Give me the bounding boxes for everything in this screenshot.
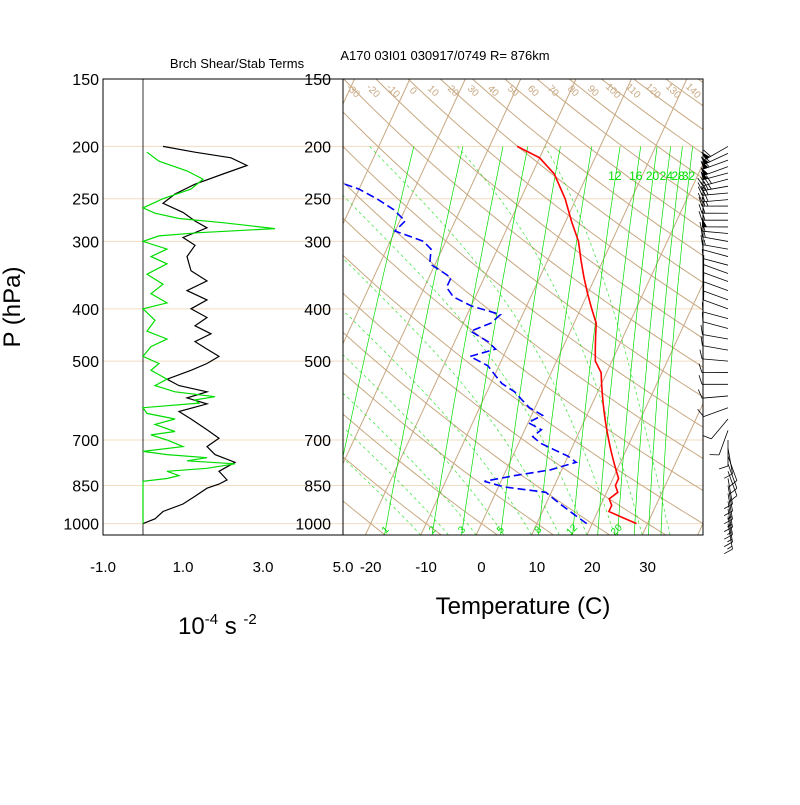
temperature-tick-label: 30 (639, 559, 656, 576)
mixing-ratio-top-label: 16 (629, 169, 643, 183)
left-y-tick-label: 250 (72, 192, 99, 209)
temperature-tick-label: 10 (529, 559, 546, 576)
mixing-ratio-top-label: 20 (646, 169, 660, 183)
left-y-tick-label: 300 (72, 234, 99, 251)
left-y-tick-label: 150 (72, 72, 99, 89)
left-y-tick-label: 1000 (63, 517, 99, 534)
right-y-tick-label: 700 (304, 433, 331, 450)
right-y-tick-label: 1000 (295, 517, 331, 534)
mixing-ratio-top-label: 12 (608, 169, 622, 183)
x-label-exp2: -2 (243, 611, 256, 628)
right-y-tick-label: 200 (304, 139, 331, 156)
left-y-tick-label: 500 (72, 354, 99, 371)
left-y-tick-label: 700 (72, 433, 99, 450)
temperature-tick-label: -20 (360, 559, 382, 576)
temperature-tick-label: 0 (477, 559, 485, 576)
temperature-tick-label: 20 (584, 559, 601, 576)
temperature-axis-label: Temperature (C) (436, 593, 611, 620)
left-panel-title: Brch Shear/Stab Terms (170, 56, 305, 71)
left-x-tick-label: -1.0 (90, 559, 116, 576)
right-y-tick-label: 150 (304, 72, 331, 89)
x-label-base: 10 (178, 613, 205, 640)
left-y-tick-label: 200 (72, 139, 99, 156)
y-axis-label: P (hPa) (0, 267, 26, 348)
left-x-tick-label: 1.0 (173, 559, 194, 576)
mixing-ratio-top-label: 32 (682, 169, 696, 183)
skew-t-title: A170 03I01 030917/0749 R= 876km (340, 48, 549, 63)
left-x-tick-label: 5.0 (333, 559, 354, 576)
right-y-tick-label: 850 (304, 478, 331, 495)
right-y-tick-label: 400 (304, 302, 331, 319)
left-x-tick-label: 3.0 (253, 559, 274, 576)
left-y-tick-label: 400 (72, 302, 99, 319)
right-y-tick-label: 500 (304, 354, 331, 371)
x-label-mid: s (218, 613, 243, 640)
temperature-tick-label: -10 (415, 559, 437, 576)
left-y-tick-label: 850 (72, 478, 99, 495)
right-y-tick-label: 250 (304, 192, 331, 209)
right-y-tick-label: 300 (304, 234, 331, 251)
x-label-exp1: -4 (205, 611, 218, 628)
